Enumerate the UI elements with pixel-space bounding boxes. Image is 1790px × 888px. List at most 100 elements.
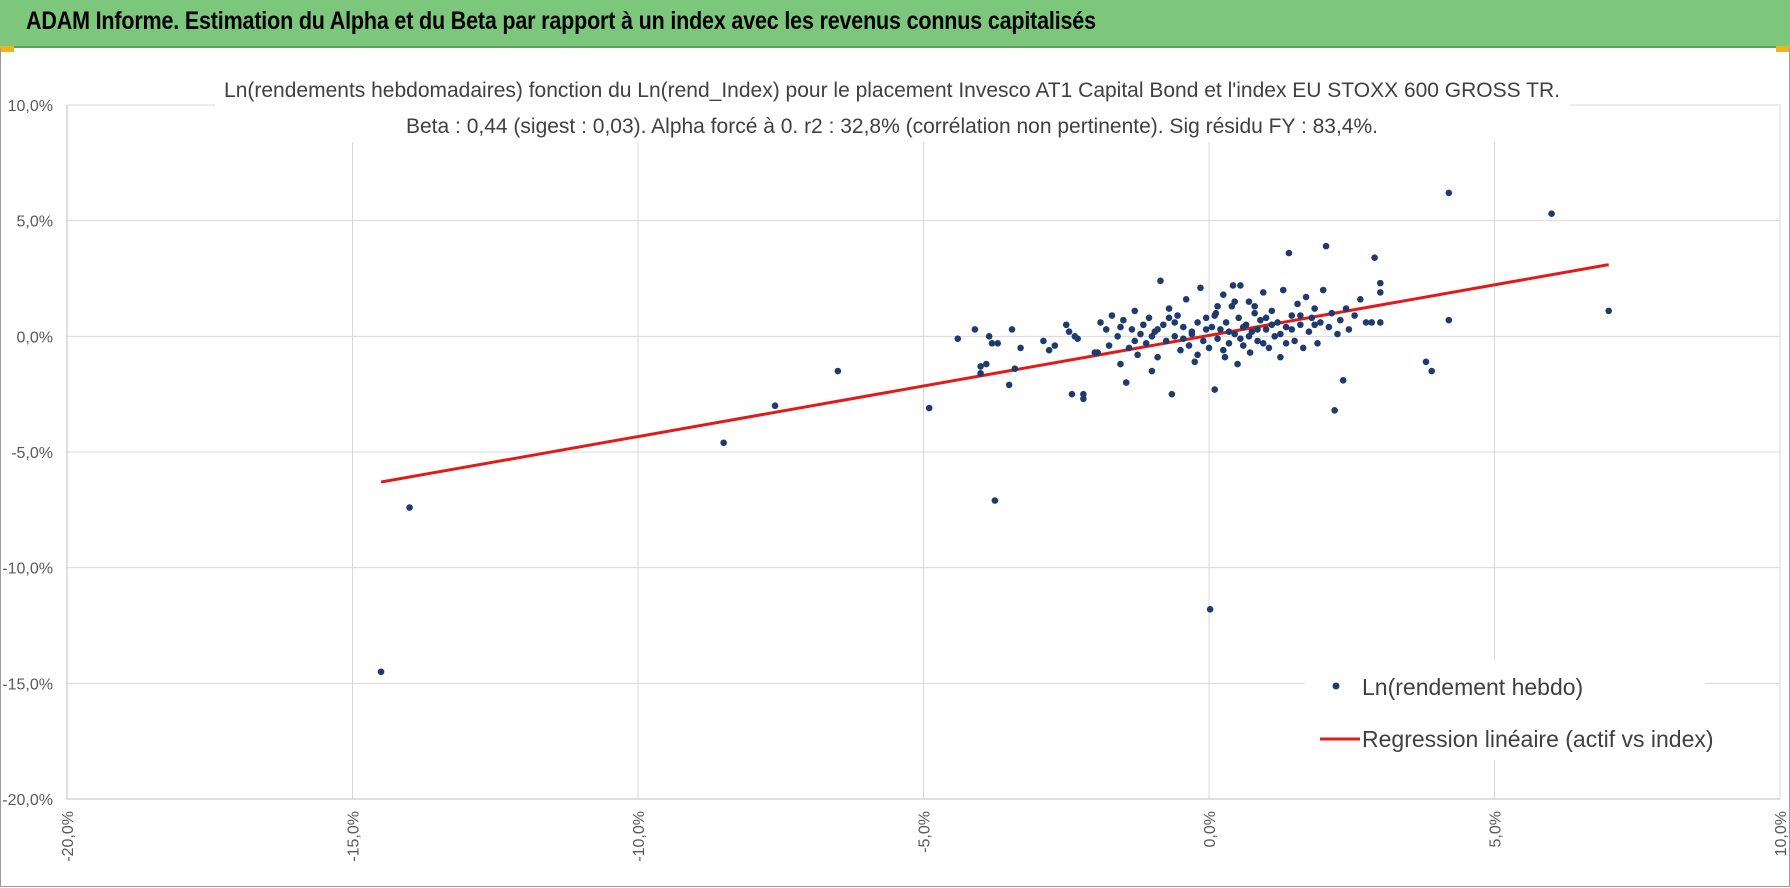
scatter-point <box>1202 314 1210 322</box>
scatter-point <box>1148 367 1156 375</box>
scatter-point <box>1282 339 1290 347</box>
scatter-point <box>1274 319 1281 326</box>
scatter-point <box>1254 337 1261 345</box>
scatter-point <box>1308 314 1316 322</box>
chart-title: Ln(rendements hebdomadaires) fonction du… <box>224 79 1560 102</box>
scatter-point <box>1317 319 1324 326</box>
scatter-point <box>1197 284 1204 292</box>
scatter-point <box>1194 351 1201 359</box>
scatter-point <box>1325 323 1333 331</box>
scatter-point <box>1246 349 1254 356</box>
scatter-point <box>1168 390 1176 398</box>
scatter-point <box>1182 296 1190 303</box>
scatter-point <box>1171 333 1179 340</box>
scatter-point <box>1040 337 1047 345</box>
legend: Ln(rendement hebdo) Regression linéaire … <box>1305 660 1714 760</box>
scatter-point <box>1259 289 1267 296</box>
scatter-point <box>1148 333 1156 340</box>
scatter-point <box>1065 328 1073 336</box>
scatter-point <box>1259 339 1267 347</box>
scatter-point <box>1297 321 1304 329</box>
y-tick-label: 10,0% <box>8 98 53 115</box>
scatter-point <box>1548 210 1555 218</box>
scatter-point <box>1094 349 1101 356</box>
scatter-point <box>1206 606 1214 613</box>
scatter-point <box>1194 319 1201 326</box>
scatter-point <box>1251 309 1258 317</box>
scatter-point <box>1239 342 1247 349</box>
scatter-point <box>1017 344 1024 352</box>
scatter-point <box>1229 282 1237 289</box>
scatter-point <box>377 668 385 676</box>
scatter-point <box>1245 333 1253 340</box>
scatter-point <box>1131 307 1139 315</box>
scatter-point <box>977 370 984 377</box>
scatter-point <box>1208 323 1216 331</box>
scatter-point <box>1131 337 1139 345</box>
scatter-point <box>1297 312 1304 319</box>
scatter-point <box>1225 328 1233 336</box>
scatter-point <box>1222 319 1230 326</box>
scatter-point <box>1174 312 1181 319</box>
scatter-point <box>1271 333 1278 340</box>
scatter-point <box>720 439 727 447</box>
x-tick-label: 10,0% <box>1773 811 1790 856</box>
scatter-point <box>1279 286 1287 294</box>
scatter-point <box>1277 353 1284 361</box>
scatter-point <box>1219 291 1227 298</box>
scatter-point <box>1288 326 1296 333</box>
scatter-point <box>1068 390 1076 398</box>
chart-title-group: Ln(rendements hebdomadaires) fonction du… <box>215 70 1570 142</box>
scatter-point <box>1257 316 1264 324</box>
scatter-point <box>1051 342 1059 349</box>
scatter-point <box>971 326 979 333</box>
scatter-point <box>1331 407 1338 414</box>
scatter-point <box>1214 335 1221 342</box>
scatter-point <box>1445 189 1453 197</box>
scatter-point <box>1334 330 1341 338</box>
corner-mark-right <box>1776 46 1790 52</box>
y-tick-label: 0,0% <box>17 329 53 346</box>
scatter-point <box>1211 386 1219 393</box>
scatter-point <box>1128 326 1136 333</box>
scatter-point <box>1428 367 1435 375</box>
scatter-point <box>1177 346 1184 354</box>
scatter-point <box>1294 300 1301 308</box>
legend-label-regression: Regression linéaire (actif vs index) <box>1362 726 1714 752</box>
scatter-point <box>1288 312 1296 319</box>
y-tick-label: -10,0% <box>2 561 53 578</box>
scatter-point <box>1302 293 1310 301</box>
scatter-point <box>1345 326 1353 333</box>
scatter-point <box>1237 335 1244 342</box>
scatter-point <box>1199 337 1207 345</box>
scatter-point <box>1165 305 1173 312</box>
x-tick-label: -20,0% <box>60 811 77 862</box>
scatter-point <box>1154 353 1161 361</box>
scatter-point <box>1311 321 1318 329</box>
scatter-point <box>1245 298 1253 305</box>
scatter-point <box>1154 326 1161 333</box>
scatter-point <box>1371 254 1378 261</box>
scatter-point <box>1231 330 1238 338</box>
scatter-point <box>1162 337 1170 345</box>
scatter-point <box>1114 333 1121 340</box>
scatter-point <box>1377 289 1384 296</box>
scatter-point <box>1322 242 1330 250</box>
scatter-point <box>1219 346 1227 354</box>
scatter-point <box>1299 344 1307 352</box>
scatter-point <box>1045 346 1053 354</box>
scatter-point <box>1357 296 1364 303</box>
scatter-point <box>1120 316 1127 324</box>
scatter-point <box>954 335 962 342</box>
regression-line <box>380 263 1609 484</box>
scatter-point <box>1268 321 1276 329</box>
scatter-point <box>1157 277 1164 285</box>
scatter-point <box>1305 328 1313 336</box>
scatter-point <box>991 497 999 504</box>
scatter-point <box>1217 326 1224 333</box>
scatter-point <box>1234 360 1241 368</box>
x-tick-label: -5,0% <box>917 811 934 853</box>
scatter-point <box>1277 330 1284 338</box>
scatter-point <box>1005 381 1013 389</box>
